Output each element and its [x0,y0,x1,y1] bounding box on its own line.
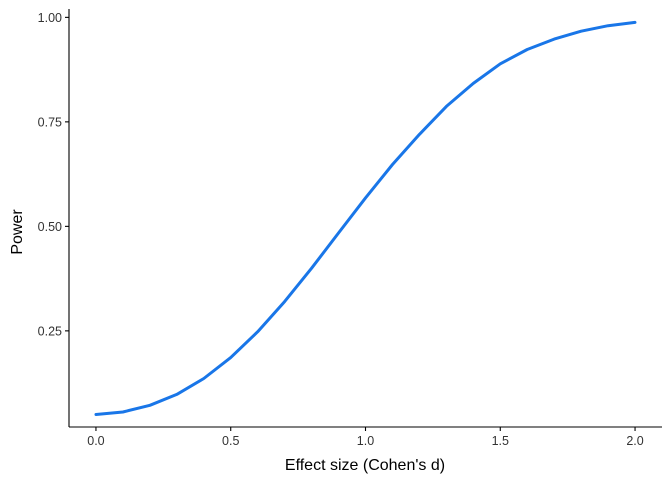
y-tick-label: 0.25 [38,324,62,338]
y-tick-label: 0.75 [38,115,62,129]
x-tick-label: 0.0 [87,434,104,448]
plot-area [94,20,637,416]
x-axis-ticks: 0.0 0.5 1.0 1.5 2.0 [87,427,644,448]
y-tick-label: 0.50 [38,220,62,234]
y-tick-label: 1.00 [38,11,62,25]
y-axis-title: Power [9,209,26,255]
x-axis-title: Effect size (Cohen's d) [285,457,445,474]
x-tick-label: 0.5 [222,434,239,448]
power-curve-line [94,20,637,416]
x-tick-label: 1.0 [357,434,374,448]
y-axis-ticks: 0.25 0.50 0.75 1.00 [38,11,69,338]
x-tick-label: 1.5 [492,434,509,448]
x-tick-label: 2.0 [626,434,643,448]
